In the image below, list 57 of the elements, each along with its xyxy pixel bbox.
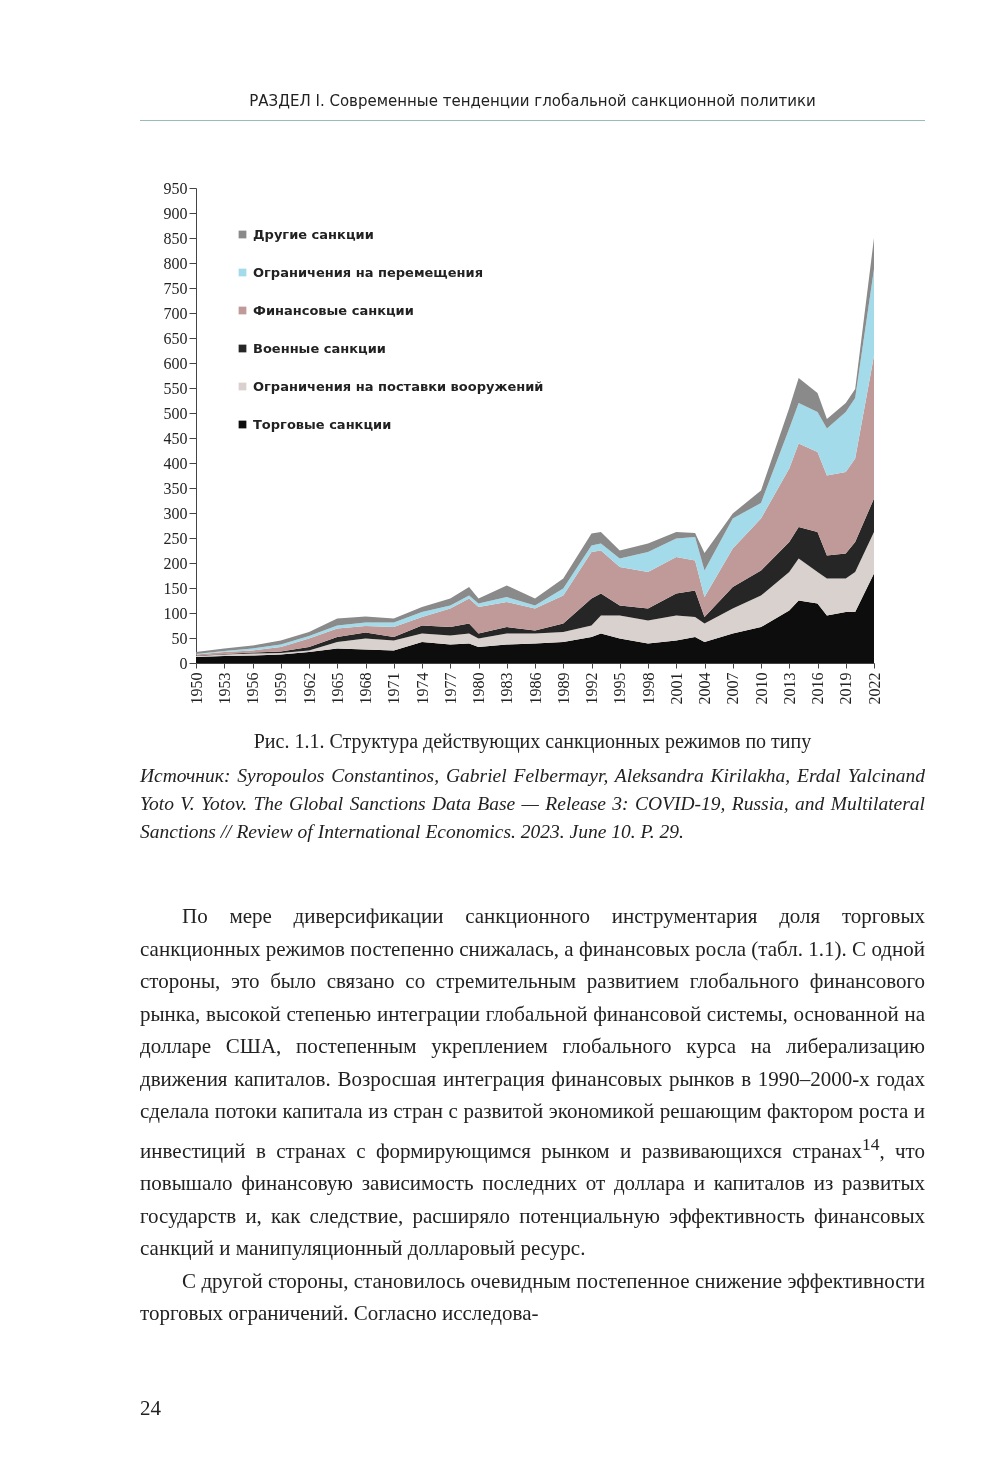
- x-tick-label: 1995: [611, 672, 629, 705]
- text: Источник: Syropoulos Constantinos, Gabriel Felbermayr, Aleksandra Kirilakha, Erdal Yalcinand Yoto V. Yotov. The Global Sanctions Data Base — Release 3: COVID-19, Russia, and Multilateral Sanctions // Review of International Economics. 2023. June 10. P. 29.: [140, 764, 925, 844]
- y-tick-label: 600: [163, 354, 188, 372]
- y-tick-label: 150: [163, 579, 188, 597]
- x-tick-label: 2007: [724, 672, 742, 705]
- legend-label: Ограничения на перемещения: [253, 264, 483, 280]
- x-tick-label: 1965: [328, 672, 346, 705]
- y-tick-label: 900: [163, 204, 188, 222]
- x-tick-label: 1953: [215, 672, 233, 705]
- x-tick-label: 2001: [667, 672, 685, 705]
- y-tick-label: 800: [163, 254, 188, 272]
- y-tick-label: 0: [179, 654, 188, 672]
- x-tick-label: 2019: [837, 672, 855, 705]
- text: Рис. 1.1. Структура действующих санкционных режимов по типу: [252, 730, 813, 753]
- x-tick-label: 1956: [244, 672, 261, 705]
- y-tick-label: 100: [163, 604, 188, 622]
- x-tick-label: 1992: [583, 672, 600, 705]
- y-tick-label: 700: [163, 304, 188, 322]
- legend-label: Военные санкции: [253, 340, 386, 356]
- text: РАЗДЕЛ I. Современные тенденции глобальной санкционной политики: [140, 92, 925, 121]
- text: С другой стороны, становилось очевидным постепенное снижение эффективности торговых ограничений. Согласно исследова-: [140, 1267, 925, 1327]
- x-tick-label: 1998: [639, 672, 657, 705]
- y-tick-label: 850: [163, 229, 188, 247]
- y-tick-label: 550: [163, 379, 188, 397]
- x-tick-label: 2016: [809, 672, 826, 705]
- x-tick-label: 1950: [187, 672, 205, 705]
- y-tick-label: 750: [163, 279, 188, 297]
- x-tick-label: 2022: [865, 672, 883, 705]
- x-tick-label: 1983: [498, 672, 516, 705]
- y-tick-label: 500: [163, 404, 188, 422]
- x-tick-label: 1977: [441, 672, 459, 705]
- x-tick-label: 1974: [413, 672, 431, 705]
- x-tick-label: 2013: [780, 672, 798, 705]
- y-tick-label: 400: [163, 454, 188, 472]
- legend-label: Торговые санкции: [253, 416, 392, 432]
- legend-label: Ограничения на поставки вооружений: [253, 378, 544, 394]
- y-tick-label: 250: [163, 529, 188, 547]
- y-tick-label: 50: [171, 629, 188, 647]
- y-tick-label: 950: [163, 179, 188, 197]
- x-tick-label: 1989: [554, 672, 572, 705]
- x-tick-label: 1968: [357, 672, 374, 705]
- text: По мере диверсификации санкционного инструментария доля торговых санкционных режимов постепенно снижалась, а финансовых росла (табл. 1.1). С одной стороны, это было связано со стремительным развитием глобального финансового рынка, высокой степенью интеграции глобальной финансовой системы, основанной на долларе США, постепенным укреплением глобального курса на либерализацию движения капиталов. Возросшая интеграция финансовых рынков в 1990–2000-х годах сделала потоки капитала из стран с развитой экономикой решающим фактором роста и инвестиций в странах с формирующимся рынком и развивающихся странах$^{14}$, что повышало финансовую зависимость последних от доллара и капиталов из развитых государств и, как следствие, расширяло потенциальную эффективность финансовых санкций и манипуляционный долларовый ресурс.: [140, 904, 925, 1260]
- y-tick-label: 200: [163, 554, 188, 572]
- x-tick-label: 1971: [385, 672, 403, 705]
- x-tick-label: 1959: [272, 672, 290, 705]
- y-tick-label: 300: [163, 504, 188, 522]
- x-tick-label: 1986: [526, 672, 544, 705]
- x-tick-label: 1962: [300, 672, 318, 705]
- y-tick-label: 650: [163, 329, 188, 347]
- legend-label: Финансовые санкции: [253, 302, 414, 318]
- x-tick-label: 1980: [470, 672, 487, 705]
- legend-label: Другие санкции: [253, 226, 374, 242]
- y-tick-label: 350: [163, 479, 188, 497]
- x-tick-label: 2004: [696, 672, 713, 705]
- text: 24: [140, 1396, 161, 1421]
- y-tick-label: 450: [163, 429, 188, 447]
- x-tick-label: 2010: [752, 672, 770, 705]
